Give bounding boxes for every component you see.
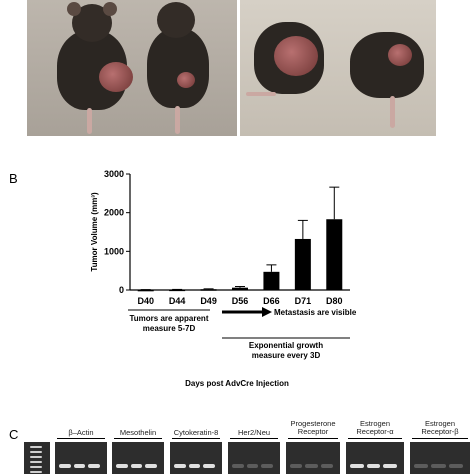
gel-label-underline (348, 438, 402, 439)
x-axis-label: Days post AdvCre Injection (185, 379, 289, 388)
y-axis-label: Tumor Volume (mm³) (90, 192, 99, 272)
gel-lane-group (286, 442, 340, 474)
gel-label-underline (172, 438, 220, 439)
gel-band (261, 464, 273, 468)
gel-band (59, 464, 71, 468)
y-tick-label: 1000 (104, 246, 124, 256)
tumor (388, 44, 412, 66)
gel-label: Cytokeratin-8 (173, 428, 219, 437)
gel-lane-group (410, 442, 470, 474)
gel-band (448, 464, 463, 468)
gel-lane-group (346, 442, 404, 474)
gel-band (130, 464, 143, 468)
x-tick-label: D49 (200, 296, 217, 306)
gel-label: Progesterone Receptor (290, 419, 336, 436)
gel-band (305, 464, 318, 468)
mouse-head (157, 2, 195, 38)
gel-band (203, 464, 215, 468)
arrow-label: Metastasis are visible (274, 308, 357, 317)
annotation-left-line1: Tumors are apparent (130, 314, 209, 323)
x-tick-label: D80 (326, 296, 343, 306)
gel-band (246, 464, 259, 468)
panel-label-c: C (9, 427, 19, 442)
mouse-tail (175, 106, 180, 134)
gel-band (188, 464, 201, 468)
y-tick-label: 2000 (104, 208, 124, 218)
gel-band (383, 464, 397, 468)
tumor-volume-chart: 0 1000 2000 3000 Tumor Volume (mm³) D40 D44 D49… (90, 169, 357, 388)
bar (232, 287, 248, 290)
ladder-band (30, 471, 42, 473)
arrow-head (262, 307, 272, 317)
x-tick-label: D71 (295, 296, 312, 306)
mouse-tail (87, 108, 92, 134)
gel-label: Estrogen Receptor-β (421, 419, 459, 436)
gel-label-underline (114, 438, 162, 439)
gel-band (320, 464, 333, 468)
gel-label-underline (57, 438, 105, 439)
y-tick-label: 3000 (104, 169, 124, 179)
bar (294, 238, 311, 290)
gel-band (174, 464, 186, 468)
x-tick-label: D56 (232, 296, 249, 306)
tumor (99, 62, 133, 92)
annotation-right-line1: Exponential growth (249, 341, 323, 350)
gel-ladder (24, 442, 50, 474)
gel-lane-group (55, 442, 107, 474)
bar (137, 289, 154, 292)
gel-band (145, 464, 157, 468)
gel-label-underline (230, 438, 278, 439)
gel-label-underline (288, 438, 338, 439)
gel-label: Mesothelin (119, 428, 157, 437)
ladder-band (30, 466, 42, 468)
mice-photo-right (240, 0, 436, 136)
gel-band (414, 464, 429, 468)
panel-label-b: B (9, 171, 18, 186)
mouse-tail (390, 96, 395, 128)
tumor (177, 72, 195, 88)
mice-photo-left (27, 0, 237, 136)
mouse-body (147, 28, 209, 108)
gel-band (73, 464, 86, 468)
ladder-band (30, 451, 42, 453)
gel-band (232, 464, 244, 468)
tumor (274, 36, 318, 76)
annotation-right-line2: measure every 3D (252, 351, 321, 360)
x-tick-label: D44 (169, 296, 186, 306)
y-tick-label: 0 (119, 285, 124, 295)
ladder-band (30, 456, 42, 458)
gel-band (350, 464, 364, 468)
gel-band (366, 464, 381, 468)
bar (169, 289, 186, 292)
mouse-tail (246, 92, 276, 96)
ladder-band (30, 446, 42, 448)
x-tick-label: D66 (263, 296, 280, 306)
ladder-band (30, 461, 42, 463)
gel-label: Her2/Neu (237, 428, 271, 437)
gel-band (431, 464, 446, 468)
gel-band (88, 464, 100, 468)
x-tick-label: D40 (137, 296, 154, 306)
gel-band (290, 464, 303, 468)
mouse-ear (103, 2, 117, 16)
bar (326, 219, 343, 290)
gel-lane-group (170, 442, 222, 474)
gel-label: Estrogen Receptor-α (356, 419, 394, 436)
gel-band (116, 464, 128, 468)
gel-label: β–Actin (68, 428, 94, 437)
bar (200, 289, 217, 291)
gel-label-underline (412, 438, 468, 439)
gel-lane-group (228, 442, 280, 474)
mouse-ear (67, 2, 81, 16)
mouse-body (350, 32, 424, 98)
gel-lane-group (112, 442, 164, 474)
bar (263, 271, 280, 290)
annotation-left-line2: measure 5-7D (143, 324, 196, 333)
